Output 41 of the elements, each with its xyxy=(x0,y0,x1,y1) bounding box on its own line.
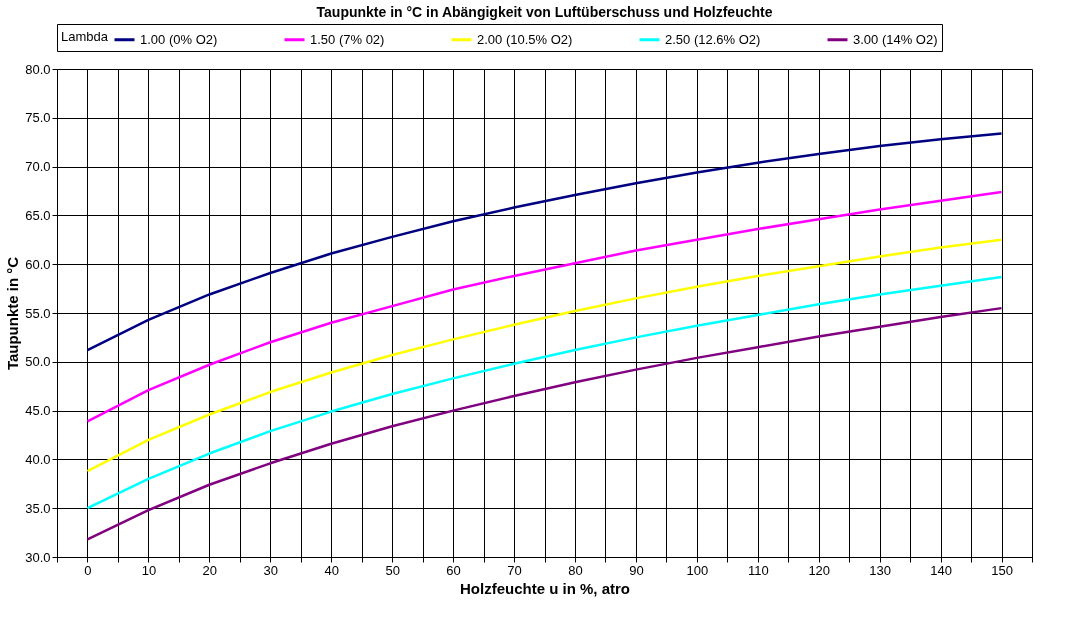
legend-label: 3.00 (14% O2) xyxy=(853,31,938,47)
x-tick-label: 120 xyxy=(808,562,831,578)
legend-label: 1.50 (7% 02) xyxy=(310,31,385,47)
x-tick-label: 40 xyxy=(324,562,339,578)
x-tick-label: 30 xyxy=(263,562,279,578)
y-tick-label: 30.0 xyxy=(25,549,51,565)
x-tick-label: 0 xyxy=(84,562,92,578)
y-tick-label: 50.0 xyxy=(25,354,51,370)
y-tick-label: 35.0 xyxy=(25,500,51,516)
line-series xyxy=(86,132,1003,352)
x-tick-label: 50 xyxy=(385,562,400,578)
x-tick-label: 90 xyxy=(629,562,644,578)
y-tick-label: 55.0 xyxy=(25,305,51,321)
x-tick-label: 100 xyxy=(686,562,709,578)
chart-title: Taupunkte in °C in Abängigkeit von Luftüberschuss und Holzfeuchte xyxy=(316,3,773,20)
legend-label: 1.00 (0% O2) xyxy=(140,31,218,47)
x-tick-label: 140 xyxy=(930,562,952,578)
x-tick-label: 70 xyxy=(507,562,522,578)
legend-title: Lambda xyxy=(61,29,109,44)
y-tick-label: 45.0 xyxy=(25,403,51,419)
x-tick-label: 110 xyxy=(747,562,769,578)
line-series xyxy=(86,306,1003,541)
line-series xyxy=(86,275,1003,510)
x-tick-label: 150 xyxy=(991,562,1013,578)
y-tick-label: 70.0 xyxy=(25,159,51,175)
x-tick-label: 80 xyxy=(568,562,583,578)
legend-label: 2.50 (12.6% O2) xyxy=(665,31,761,47)
y-tick-label: 40.0 xyxy=(25,451,51,467)
legend-label: 2.00 (10.5% O2) xyxy=(477,31,573,47)
x-tick-label: 130 xyxy=(869,562,892,578)
line-series xyxy=(86,238,1003,473)
y-tick-label: 80.0 xyxy=(25,61,51,77)
x-tick-label: 10 xyxy=(141,562,157,578)
line-series xyxy=(86,190,1003,423)
x-axis-title: Holzfeuchte u in %, atro xyxy=(459,579,631,597)
x-tick-label: 20 xyxy=(202,562,218,578)
y-tick-label: 75.0 xyxy=(25,110,51,126)
y-axis-title: Taupunkte in °C xyxy=(4,256,22,371)
y-tick-label: 60.0 xyxy=(25,256,51,272)
x-tick-label: 60 xyxy=(446,562,461,578)
y-tick-label: 65.0 xyxy=(25,207,51,223)
